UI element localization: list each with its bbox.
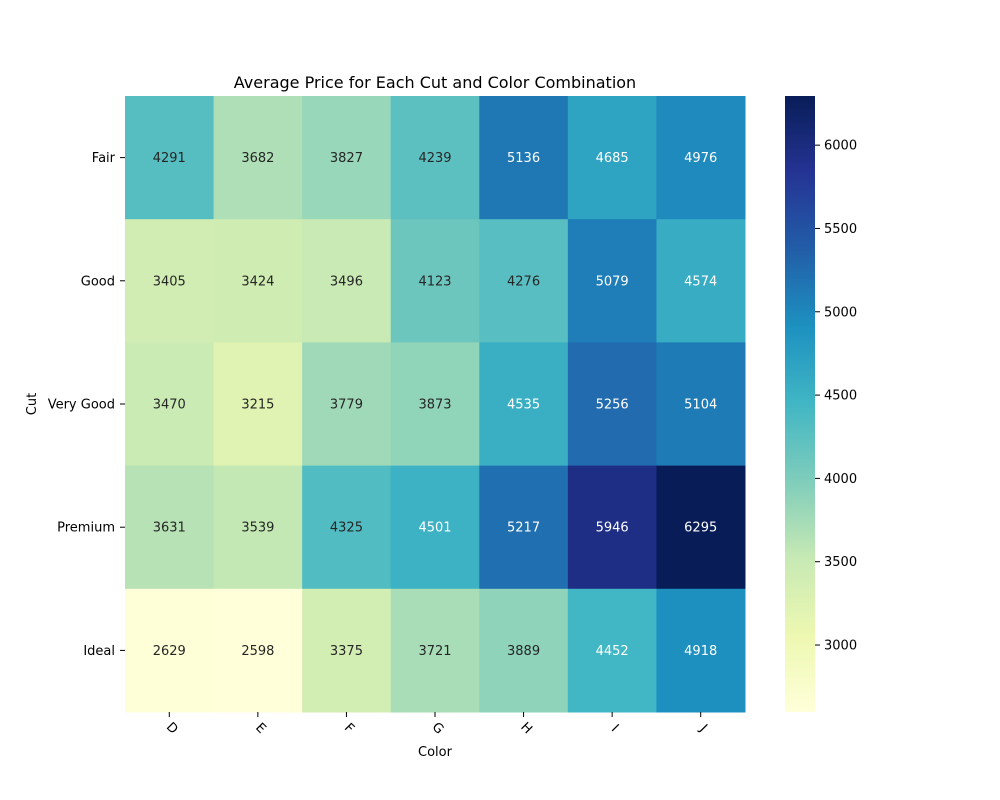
x-tick-label: J bbox=[696, 721, 710, 735]
colorbar-tick-label: 5000 bbox=[824, 305, 857, 320]
y-tick-labels: Fair Good Very Good Premium Ideal bbox=[48, 151, 125, 659]
colorbar-tick-label: 6000 bbox=[824, 139, 857, 154]
heatmap-cell bbox=[390, 96, 480, 220]
heatmap-cell bbox=[567, 219, 657, 343]
heatmap-cell bbox=[656, 96, 746, 220]
cell-value-label: 5104 bbox=[684, 398, 717, 413]
cell-value-label: 4325 bbox=[330, 521, 363, 536]
heatmap-cell bbox=[302, 342, 392, 467]
cell-value-label: 5217 bbox=[507, 521, 540, 536]
heatmap-cell bbox=[125, 219, 215, 343]
heatmap-cell bbox=[390, 342, 480, 467]
y-axis-label: Cut bbox=[25, 393, 40, 415]
heatmap-cell bbox=[125, 465, 215, 590]
x-tick-label: F bbox=[341, 721, 357, 737]
x-tick-label: G bbox=[429, 720, 447, 738]
cell-value-label: 4452 bbox=[596, 644, 629, 659]
cell-value-label: 3215 bbox=[241, 398, 274, 413]
x-axis-label: Color bbox=[418, 745, 453, 760]
cell-value-label: 4976 bbox=[684, 151, 717, 166]
cell-value-label: 3424 bbox=[241, 274, 274, 289]
y-tick-label: Good bbox=[81, 274, 115, 289]
heatmap-cell bbox=[125, 342, 215, 467]
cell-value-label: 4574 bbox=[684, 274, 717, 289]
heatmap-cell bbox=[567, 96, 657, 220]
heatmap-cell bbox=[213, 219, 303, 343]
heatmap-cell bbox=[479, 465, 569, 590]
heatmap-cell bbox=[567, 465, 657, 590]
cell-value-label: 4685 bbox=[596, 151, 629, 166]
heatmap-cell bbox=[479, 96, 569, 220]
x-tick-label: D bbox=[163, 720, 181, 738]
heatmap-cell bbox=[656, 342, 746, 467]
heatmap-cell bbox=[479, 588, 569, 713]
cell-value-label: 2629 bbox=[153, 644, 186, 659]
x-tick-labels: D E F G H I J bbox=[163, 712, 710, 737]
colorbar-tick-label: 4500 bbox=[824, 389, 857, 404]
cell-value-label: 3889 bbox=[507, 644, 540, 659]
colorbar-tick-label: 3000 bbox=[824, 639, 857, 654]
x-tick-label: H bbox=[517, 720, 535, 738]
cell-value-label: 2598 bbox=[241, 644, 274, 659]
cell-value-label: 3682 bbox=[241, 151, 274, 166]
cell-value-label: 5256 bbox=[596, 398, 629, 413]
cell-value-label: 3631 bbox=[153, 521, 186, 536]
heatmap-cell bbox=[479, 219, 569, 343]
heatmap-cell bbox=[302, 465, 392, 590]
chart-title: Average Price for Each Cut and Color Com… bbox=[234, 73, 636, 92]
colorbar-gradient bbox=[785, 96, 815, 712]
cell-value-label: 3873 bbox=[418, 398, 451, 413]
heatmap-cell bbox=[390, 219, 480, 343]
heatmap-cell bbox=[213, 588, 303, 713]
y-tick-label: Premium bbox=[57, 521, 115, 536]
cell-value-label: 3470 bbox=[153, 398, 186, 413]
heatmap-cell bbox=[213, 96, 303, 220]
cell-value-label: 3405 bbox=[153, 274, 186, 289]
cell-value-label: 4291 bbox=[153, 151, 186, 166]
cell-value-label: 3539 bbox=[241, 521, 274, 536]
cell-value-label: 4501 bbox=[418, 521, 451, 536]
heatmap-cell bbox=[302, 219, 392, 343]
cell-value-label: 3779 bbox=[330, 398, 363, 413]
heatmap-cell bbox=[390, 588, 480, 713]
heatmap-cell bbox=[125, 588, 215, 713]
heatmap-cell bbox=[656, 465, 746, 590]
cell-value-label: 5079 bbox=[596, 274, 629, 289]
colorbar: 3000 3500 4000 4500 5000 5500 6000 bbox=[785, 96, 857, 712]
colorbar-tick-label: 4000 bbox=[824, 472, 857, 487]
x-tick-label: I bbox=[608, 722, 621, 735]
cell-value-label: 6295 bbox=[684, 521, 717, 536]
colorbar-tick-label: 5500 bbox=[824, 222, 857, 237]
heatmap-cell bbox=[213, 465, 303, 590]
x-tick-label: E bbox=[252, 720, 268, 736]
cell-value-label: 3827 bbox=[330, 151, 363, 166]
heatmap-cell bbox=[479, 342, 569, 467]
cell-value-label: 5136 bbox=[507, 151, 540, 166]
cell-value-label: 4276 bbox=[507, 274, 540, 289]
heatmap-cell bbox=[302, 96, 392, 220]
cell-value-label: 4123 bbox=[418, 274, 451, 289]
y-tick-label: Fair bbox=[92, 151, 116, 166]
colorbar-tick-label: 3500 bbox=[824, 555, 857, 570]
y-tick-label: Ideal bbox=[83, 644, 115, 659]
cell-value-label: 4239 bbox=[418, 151, 451, 166]
heatmap-cell bbox=[390, 465, 480, 590]
cell-value-label: 3721 bbox=[418, 644, 451, 659]
heatmap-cell bbox=[125, 96, 215, 220]
cell-value-label: 3375 bbox=[330, 644, 363, 659]
heatmap-cell bbox=[302, 588, 392, 713]
cell-value-label: 3496 bbox=[330, 274, 363, 289]
cell-value-label: 5946 bbox=[596, 521, 629, 536]
heatmap-cell bbox=[656, 219, 746, 343]
heatmap-cell bbox=[213, 342, 303, 467]
heatmap-cell bbox=[567, 342, 657, 467]
heatmap-cells: 4291 3682 3827 4239 5136 4685 4976 3405 3424 3496… bbox=[125, 96, 746, 713]
cell-value-label: 4918 bbox=[684, 644, 717, 659]
y-tick-label: Very Good bbox=[48, 398, 115, 413]
cell-value-label: 4535 bbox=[507, 398, 540, 413]
heatmap-cell bbox=[656, 588, 746, 713]
heatmap-cell bbox=[567, 588, 657, 713]
